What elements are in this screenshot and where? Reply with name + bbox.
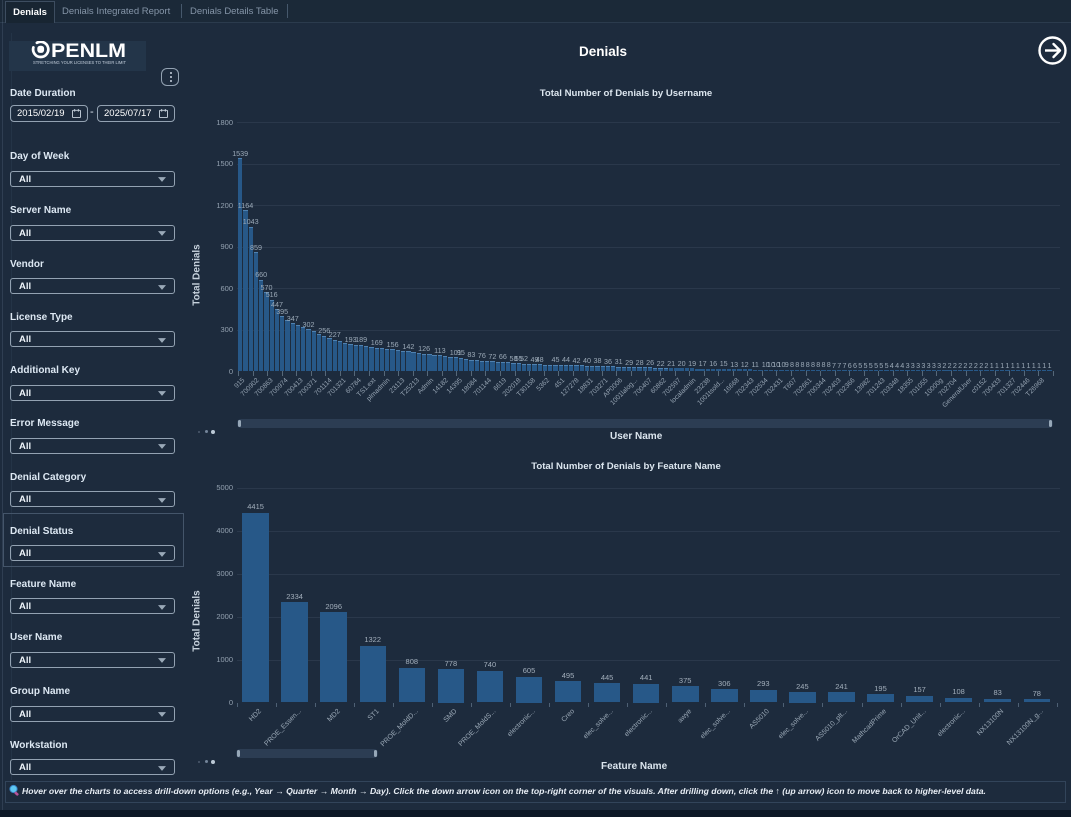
- svg-text:STRETCHING YOUR LICENSES TO TH: STRETCHING YOUR LICENSES TO THEIR LIMIT: [33, 60, 126, 65]
- svg-text:PENLM: PENLM: [51, 41, 126, 62]
